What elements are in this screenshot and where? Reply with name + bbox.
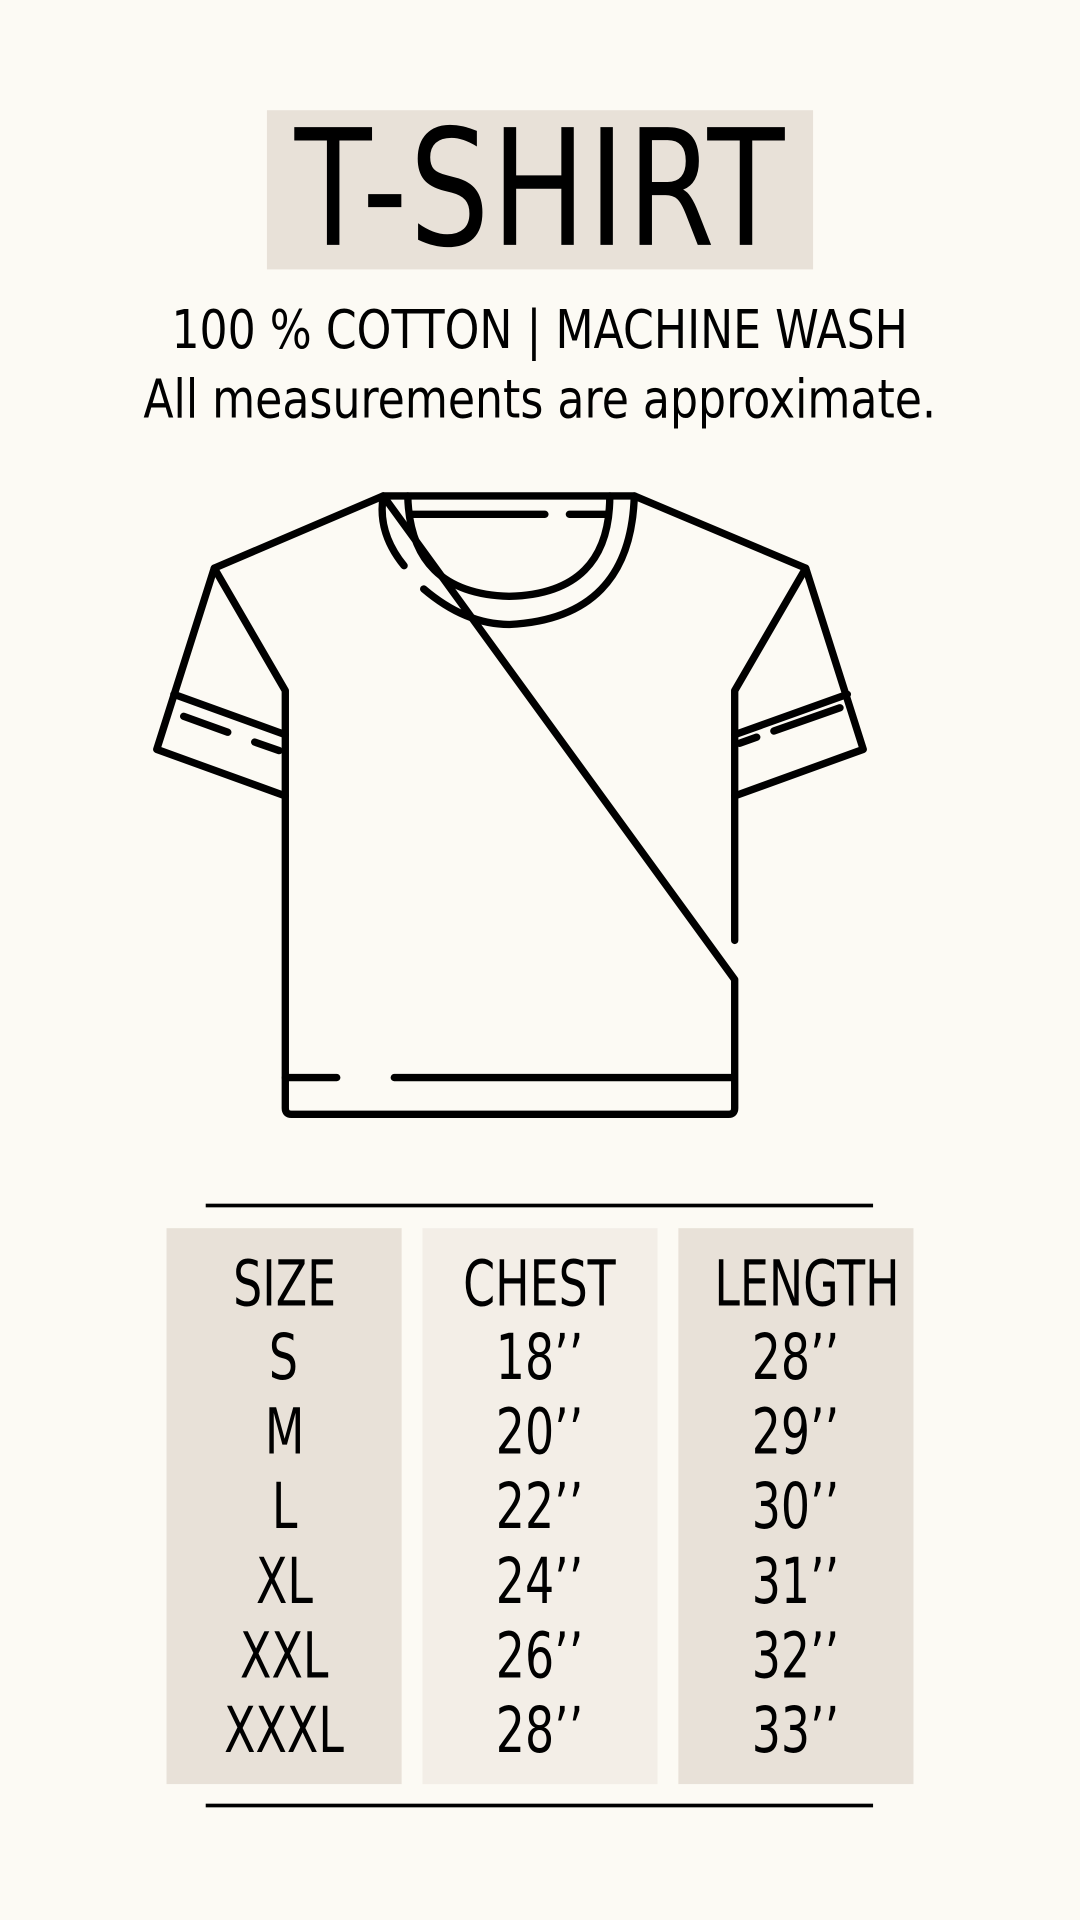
chest-cell: 26’’ — [496, 1620, 584, 1694]
size-cell: XL — [255, 1545, 313, 1619]
length-cell: 30’’ — [752, 1470, 840, 1545]
size-cell: XXL — [239, 1620, 329, 1694]
length-cell: 28’’ — [752, 1321, 840, 1395]
subtitle-text: 100 % COTTON | MACHINE WASH — [171, 298, 909, 362]
size-column: SIZE S M L XL XXL XXXL — [166, 1228, 402, 1785]
divider-top — [205, 1203, 874, 1208]
chest-cell: 24’’ — [496, 1545, 584, 1619]
size-cell: XXXL — [224, 1694, 344, 1769]
divider-bottom — [205, 1803, 874, 1808]
length-cell: 31’’ — [752, 1545, 840, 1619]
length-cell: 29’’ — [752, 1395, 840, 1470]
subtitle: 100 % COTTON | MACHINE WASH — [0, 298, 1080, 362]
size-cell: M — [264, 1395, 304, 1470]
size-cell: L — [271, 1470, 297, 1545]
header-chest: CHEST — [463, 1247, 617, 1322]
length-cell: 33’’ — [752, 1694, 840, 1769]
title-banner: T-SHIRT — [266, 95, 814, 285]
chest-cell: 22’’ — [496, 1470, 584, 1545]
page-title: T-SHIRT — [294, 95, 786, 285]
chest-cell: 20’’ — [496, 1395, 584, 1470]
chest-column: CHEST 18’’ 20’’ 22’’ 24’’ 26’’ 28’’ — [422, 1228, 658, 1785]
length-cell: 32’’ — [752, 1620, 840, 1694]
length-column: LENGTH 28’’ 29’’ 30’’ 31’’ 32’’ 33’’ — [678, 1228, 914, 1785]
header-length: LENGTH — [714, 1247, 900, 1322]
size-cell: S — [269, 1321, 299, 1395]
note-text: All measurements are approximate. — [143, 368, 937, 432]
note: All measurements are approximate. — [0, 373, 1080, 427]
header-size: SIZE — [232, 1247, 336, 1322]
chest-cell: 18’’ — [496, 1321, 584, 1395]
chest-cell: 28’’ — [496, 1694, 584, 1769]
